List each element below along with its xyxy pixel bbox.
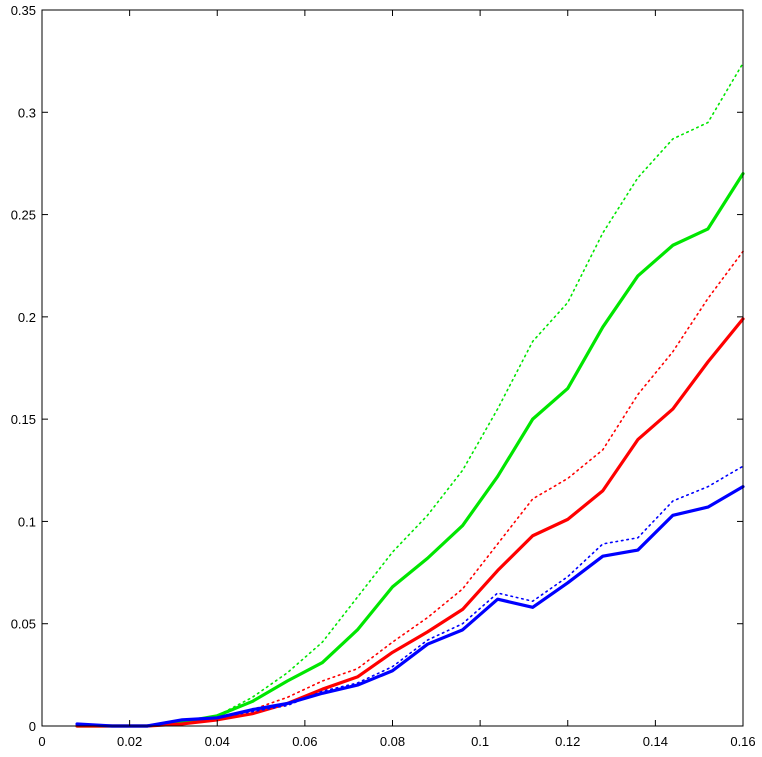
- x-tick-label: 0.12: [555, 734, 580, 749]
- x-tick-label: 0.04: [205, 734, 230, 749]
- y-tick-label: 0.2: [18, 310, 36, 325]
- x-tick-label: 0.14: [643, 734, 668, 749]
- y-tick-label: 0.05: [11, 617, 36, 632]
- y-tick-label: 0: [29, 719, 36, 734]
- x-tick-label: 0.1: [471, 734, 489, 749]
- series-line-6-solid: [75, 485, 745, 728]
- y-tick-label: 0.3: [18, 105, 36, 120]
- x-tick-label: 0.16: [730, 734, 755, 749]
- series-line-4-solid: [75, 317, 745, 728]
- y-tick-label: 0.1: [18, 514, 36, 529]
- y-tick-label: 0.15: [11, 412, 36, 427]
- x-tick-label: 0.08: [380, 734, 405, 749]
- axes-group: 0 0.02 0.04 0.06 0.08 0.1 0.12 0.14 0.16 0 0.05 0.1…: [11, 3, 756, 749]
- plot-area: [42, 10, 743, 726]
- x-tick-label: 0.06: [292, 734, 317, 749]
- x-tick-label: 0.02: [117, 734, 142, 749]
- x-tick-label: 0: [38, 734, 45, 749]
- y-tick-label: 0.35: [11, 3, 36, 18]
- y-tick-label: 0.25: [11, 208, 36, 223]
- plot-background: [42, 10, 743, 726]
- series-group: [75, 62, 745, 728]
